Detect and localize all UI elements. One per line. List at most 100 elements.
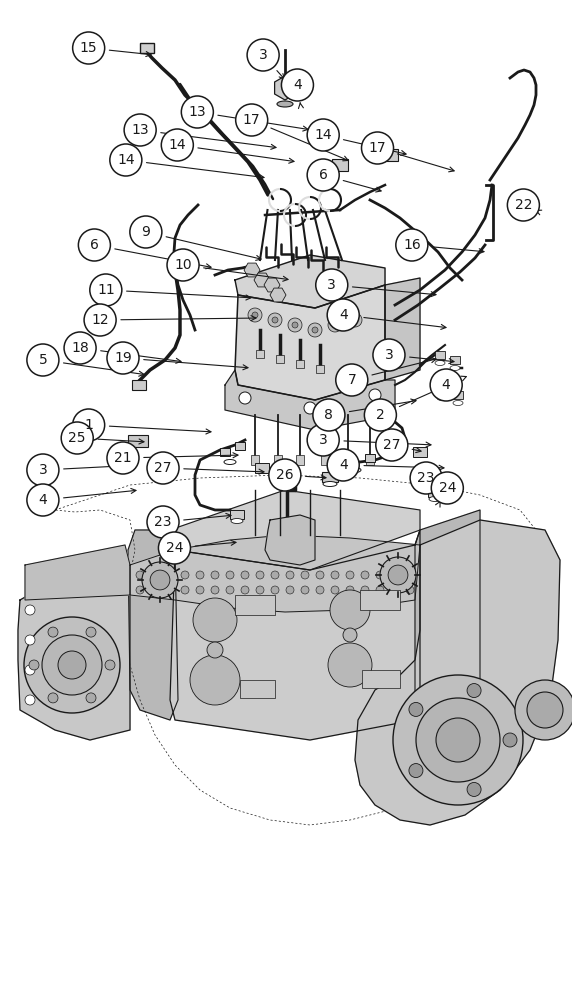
Bar bbox=[344, 455, 352, 465]
Polygon shape bbox=[275, 76, 295, 100]
Circle shape bbox=[25, 605, 35, 615]
Circle shape bbox=[269, 459, 301, 491]
Bar bbox=[128, 435, 148, 447]
Circle shape bbox=[24, 617, 120, 713]
Circle shape bbox=[241, 586, 249, 594]
Circle shape bbox=[393, 675, 523, 805]
Text: 11: 11 bbox=[97, 283, 115, 297]
Circle shape bbox=[369, 389, 381, 401]
Circle shape bbox=[27, 454, 59, 486]
Circle shape bbox=[527, 692, 563, 728]
Circle shape bbox=[211, 586, 219, 594]
Text: 14: 14 bbox=[169, 138, 186, 152]
Circle shape bbox=[130, 216, 162, 248]
Circle shape bbox=[373, 339, 405, 371]
Circle shape bbox=[61, 422, 93, 454]
Bar bbox=[365, 454, 375, 462]
Text: 8: 8 bbox=[324, 408, 333, 422]
Circle shape bbox=[343, 628, 357, 642]
Circle shape bbox=[27, 484, 59, 516]
Circle shape bbox=[147, 452, 179, 484]
Bar bbox=[332, 159, 348, 171]
Circle shape bbox=[110, 144, 142, 176]
Text: 4: 4 bbox=[339, 308, 348, 322]
Polygon shape bbox=[244, 263, 260, 277]
Circle shape bbox=[348, 313, 362, 327]
Polygon shape bbox=[254, 273, 270, 287]
Circle shape bbox=[361, 586, 369, 594]
Text: 19: 19 bbox=[114, 351, 132, 365]
Bar bbox=[316, 365, 324, 373]
Ellipse shape bbox=[231, 518, 243, 524]
Polygon shape bbox=[270, 288, 286, 302]
Circle shape bbox=[307, 119, 339, 151]
Circle shape bbox=[181, 571, 189, 579]
Circle shape bbox=[105, 660, 115, 670]
Text: 4: 4 bbox=[442, 378, 451, 392]
Text: 27: 27 bbox=[154, 461, 172, 475]
Circle shape bbox=[307, 159, 339, 191]
Bar bbox=[220, 448, 230, 456]
Text: 23: 23 bbox=[418, 471, 435, 485]
Bar bbox=[274, 455, 282, 465]
Circle shape bbox=[376, 571, 384, 579]
Circle shape bbox=[181, 96, 213, 128]
Polygon shape bbox=[128, 530, 178, 720]
Circle shape bbox=[25, 665, 35, 675]
Circle shape bbox=[147, 506, 179, 538]
Bar bbox=[276, 355, 284, 363]
Polygon shape bbox=[130, 535, 420, 612]
Text: 4: 4 bbox=[339, 458, 348, 472]
Circle shape bbox=[286, 571, 294, 579]
Circle shape bbox=[331, 586, 339, 594]
Circle shape bbox=[406, 571, 414, 579]
Circle shape bbox=[239, 392, 251, 404]
Circle shape bbox=[376, 429, 408, 461]
Circle shape bbox=[376, 586, 384, 594]
Circle shape bbox=[25, 695, 35, 705]
Circle shape bbox=[193, 598, 237, 642]
Ellipse shape bbox=[450, 365, 460, 370]
Circle shape bbox=[207, 642, 223, 658]
Ellipse shape bbox=[429, 496, 441, 502]
Circle shape bbox=[271, 586, 279, 594]
Bar bbox=[450, 356, 460, 364]
Circle shape bbox=[42, 635, 102, 695]
Circle shape bbox=[410, 462, 442, 494]
Circle shape bbox=[27, 344, 59, 376]
Text: 26: 26 bbox=[276, 468, 293, 482]
Bar bbox=[437, 386, 447, 394]
Bar bbox=[366, 455, 374, 465]
Bar bbox=[322, 472, 338, 482]
Circle shape bbox=[346, 571, 354, 579]
Circle shape bbox=[406, 586, 414, 594]
Bar bbox=[235, 595, 275, 615]
Circle shape bbox=[316, 586, 324, 594]
Text: 13: 13 bbox=[132, 123, 149, 137]
Circle shape bbox=[226, 586, 234, 594]
Circle shape bbox=[196, 571, 204, 579]
Text: 1: 1 bbox=[84, 418, 93, 432]
Circle shape bbox=[272, 317, 278, 323]
Circle shape bbox=[436, 718, 480, 762]
Circle shape bbox=[352, 317, 358, 323]
Circle shape bbox=[252, 312, 258, 318]
Circle shape bbox=[151, 571, 159, 579]
Circle shape bbox=[288, 318, 302, 332]
Circle shape bbox=[361, 571, 369, 579]
Ellipse shape bbox=[453, 400, 463, 406]
Circle shape bbox=[256, 586, 264, 594]
Circle shape bbox=[391, 571, 399, 579]
Circle shape bbox=[301, 586, 309, 594]
Circle shape bbox=[346, 586, 354, 594]
Circle shape bbox=[409, 702, 423, 716]
Bar bbox=[428, 488, 442, 497]
Ellipse shape bbox=[323, 482, 337, 487]
Circle shape bbox=[166, 586, 174, 594]
Text: 16: 16 bbox=[403, 238, 421, 252]
Text: 15: 15 bbox=[80, 41, 97, 55]
Polygon shape bbox=[355, 520, 560, 825]
Circle shape bbox=[281, 69, 313, 101]
Text: 10: 10 bbox=[174, 258, 192, 272]
Bar bbox=[235, 442, 245, 450]
